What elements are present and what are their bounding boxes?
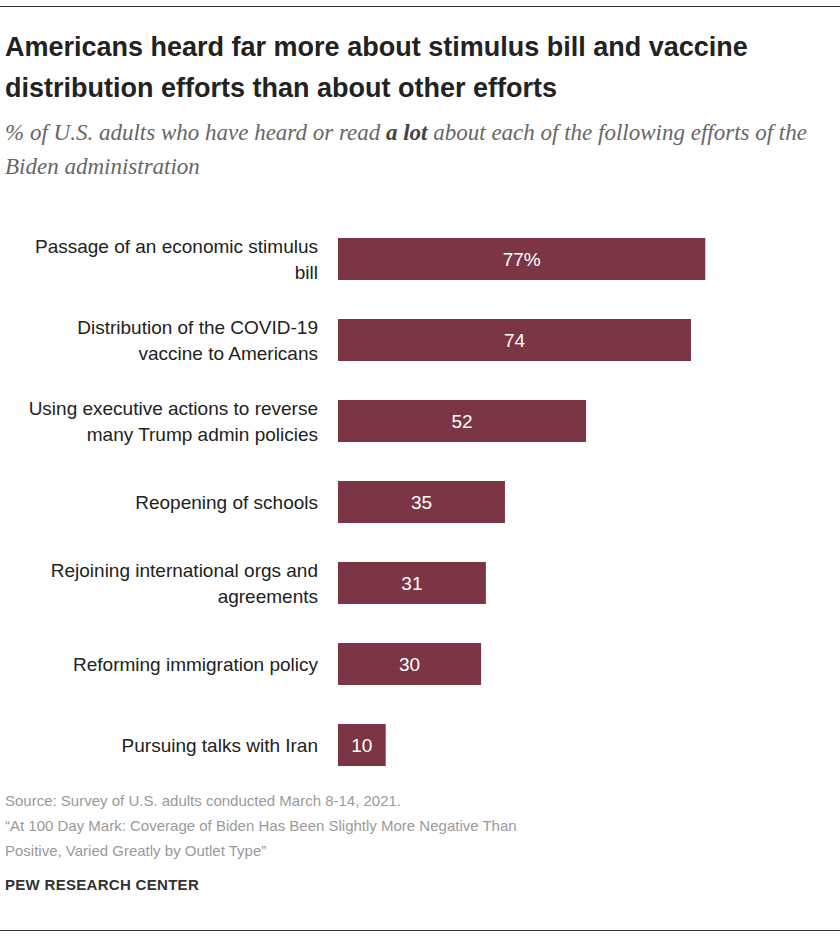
bottom-rule bbox=[0, 930, 840, 931]
data-label: 31 bbox=[401, 573, 422, 594]
note: “At 100 Day Mark: Coverage of Biden Has … bbox=[5, 813, 565, 863]
category-label: Rejoining international orgs andagreemen… bbox=[51, 560, 318, 607]
category-label: Reopening of schools bbox=[135, 492, 318, 513]
bar bbox=[338, 643, 481, 685]
subtitle-part: a lot bbox=[386, 120, 428, 145]
bar bbox=[338, 562, 486, 604]
category-labels: Passage of an economic stimulusbill Distr… bbox=[29, 236, 319, 756]
source: Source: Survey of U.S. adults conducted … bbox=[5, 788, 565, 813]
subtitle-part: % of U.S. adults who have heard or read bbox=[5, 120, 386, 145]
bar bbox=[338, 319, 691, 361]
credit: PEW RESEARCH CENTER bbox=[5, 876, 199, 893]
data-label: 10 bbox=[351, 735, 372, 756]
bar bbox=[338, 724, 386, 766]
bar bbox=[338, 400, 586, 442]
category-label: Passage of an economic stimulusbill bbox=[35, 236, 318, 283]
category-label: Reforming immigration policy bbox=[73, 654, 318, 675]
top-rule bbox=[0, 6, 840, 7]
data-label: 74 bbox=[504, 330, 526, 351]
chart: Passage of an economic stimulusbill Distr… bbox=[0, 0, 840, 940]
title: Americans heard far more about stimulus … bbox=[5, 27, 830, 109]
bar bbox=[338, 481, 505, 523]
data-label: 52 bbox=[451, 411, 472, 432]
subtitle: % of U.S. adults who have heard or read … bbox=[5, 116, 815, 184]
category-label: Using executive actions to reversemany T… bbox=[29, 398, 318, 445]
category-label: Pursuing talks with Iran bbox=[122, 735, 318, 756]
bars bbox=[338, 238, 705, 766]
category-label: Distribution of the COVID-19vaccine to A… bbox=[77, 317, 318, 364]
data-labels: 77% 74 52 35 31 30 10 bbox=[351, 249, 540, 756]
data-label: 35 bbox=[411, 492, 432, 513]
bar bbox=[338, 238, 705, 280]
data-label: 30 bbox=[399, 654, 420, 675]
data-label: 77% bbox=[503, 249, 541, 270]
